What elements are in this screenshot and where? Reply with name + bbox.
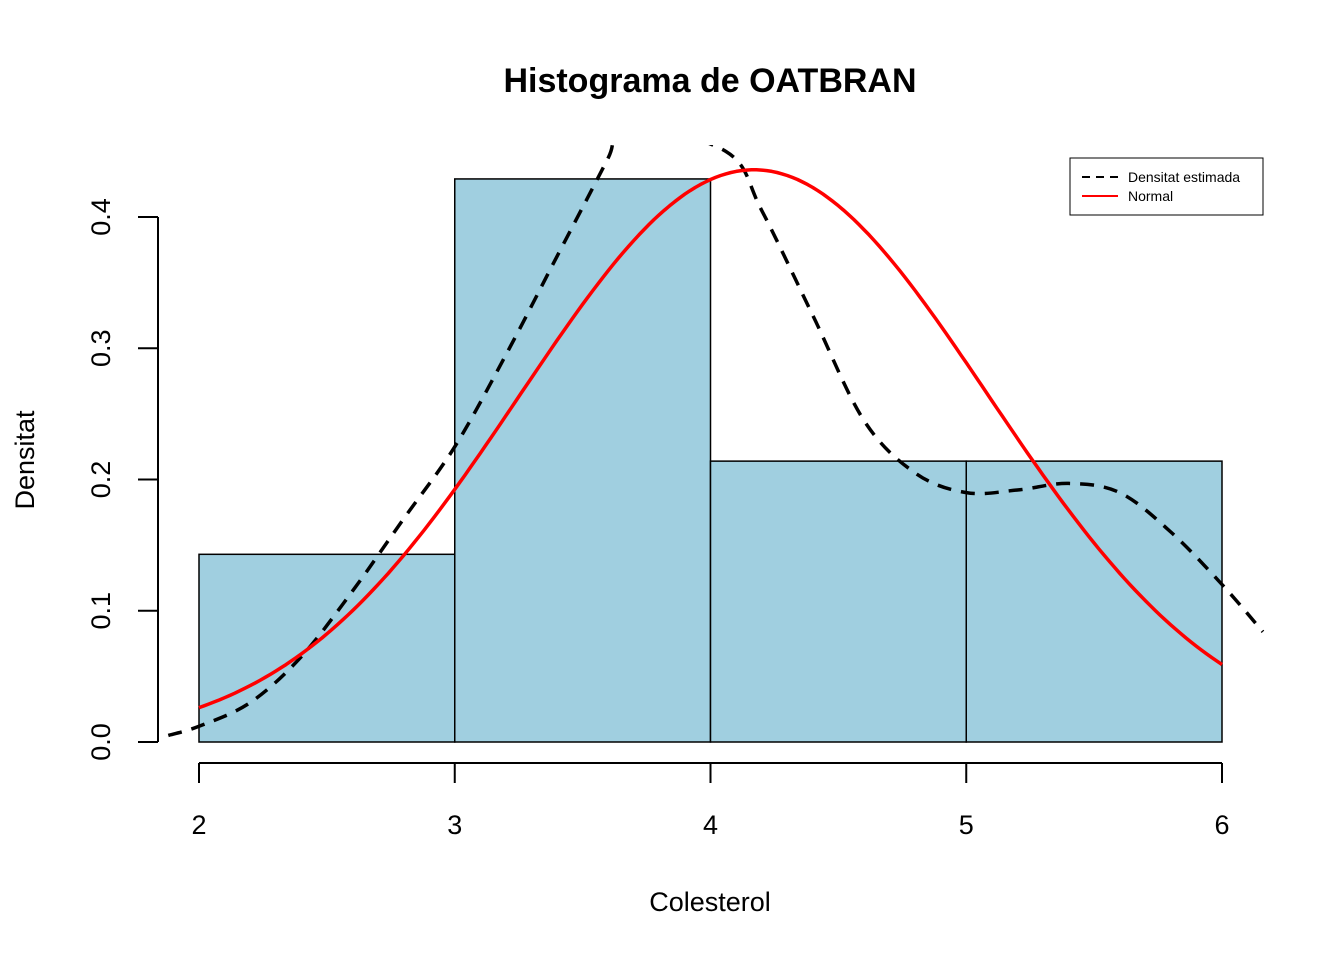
y-axis-label: Densitat [10,410,40,510]
x-axis: 2 3 4 5 6 [191,762,1230,840]
normal-curve [198,168,1223,710]
histogram-bar-2 [454,178,712,743]
x-tick-label: 5 [959,810,974,840]
y-axis: 0.0 0.1 0.2 0.3 0.4 [86,198,159,761]
x-tick-label: 2 [191,810,206,840]
y-tick-label: 0.0 [86,723,116,761]
density-curves [167,145,1265,738]
x-tick-label: 3 [447,810,462,840]
y-tick-label: 0.2 [86,461,116,499]
y-tick-label: 0.4 [86,198,116,236]
legend-label-normal: Normal [1128,188,1173,204]
x-tick-label: 4 [703,810,718,840]
x-axis-label: Colesterol [649,887,771,917]
histogram-bar-3 [709,460,967,743]
histogram-bar-1 [198,553,456,743]
x-tick-label: 6 [1214,810,1229,840]
legend-label-density: Densitat estimada [1128,169,1240,185]
y-tick-label: 0.3 [86,329,116,367]
histogram-bars [198,178,1223,743]
kde-curve [167,145,1265,738]
legend: Densitat estimada Normal [1069,157,1264,216]
legend-box [1069,157,1264,216]
chart-title: Histograma de OATBRAN [503,62,916,100]
histogram-bar-4 [965,460,1223,743]
y-tick-label: 0.1 [86,592,116,630]
